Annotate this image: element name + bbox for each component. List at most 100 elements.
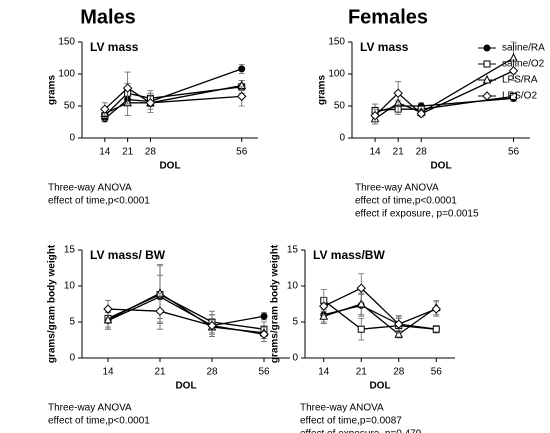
annotation: effect of time,p=0.0087 [300, 416, 402, 427]
marker [259, 329, 269, 339]
x-tick-label: 28 [206, 367, 218, 378]
y-tick-label: 0 [69, 353, 75, 364]
marker [122, 83, 133, 93]
x-tick-label: 28 [393, 367, 405, 378]
panel-title: LV mass/ BW [90, 248, 166, 262]
column-heading: Females [348, 6, 428, 28]
y-tick-label: 0 [292, 353, 298, 364]
marker [394, 319, 404, 329]
legend-marker [482, 74, 492, 84]
annotation: effect of time,p<0.0001 [48, 416, 150, 427]
series-line [375, 95, 514, 112]
y-tick-label: 100 [328, 69, 345, 80]
x-tick-label: 21 [356, 367, 368, 378]
series-line [107, 308, 265, 335]
series-line [323, 287, 437, 325]
x-tick-label: 56 [258, 367, 270, 378]
marker [416, 108, 426, 119]
annotation: Three-way ANOVA [48, 183, 132, 194]
annotation: effect of time,p<0.0001 [355, 196, 457, 207]
series [100, 71, 247, 116]
series-line [374, 57, 514, 120]
series-line [107, 292, 265, 334]
marker [508, 66, 519, 76]
x-tick-label: 56 [431, 367, 443, 378]
y-tick-label: 0 [339, 133, 345, 144]
marker [319, 301, 329, 311]
legend-marker [483, 44, 491, 52]
y-tick-label: 0 [69, 133, 75, 144]
y-tick-label: 50 [334, 101, 346, 112]
series [103, 292, 269, 342]
y-tick-label: 5 [69, 317, 75, 328]
x-axis-label: DOL [159, 161, 180, 172]
x-axis-label: DOL [175, 381, 196, 392]
x-tick-label: 14 [99, 147, 111, 158]
x-tick-label: 21 [393, 147, 405, 158]
series [101, 64, 246, 123]
marker [155, 306, 165, 316]
annotation: Three-way ANOVA [300, 403, 384, 414]
series [103, 264, 269, 339]
annotation: Three-way ANOVA [355, 183, 439, 194]
y-tick-label: 15 [64, 245, 76, 256]
series-line [104, 68, 242, 120]
x-tick-label: 14 [102, 367, 114, 378]
x-tick-label: 21 [154, 367, 166, 378]
marker [100, 104, 110, 114]
marker [319, 311, 329, 320]
series [100, 80, 247, 118]
x-axis-label: DOL [430, 161, 451, 172]
legend-label: LPS/O2 [502, 91, 537, 102]
y-tick-label: 10 [287, 281, 299, 292]
y-axis-label: grams/gram body weight [270, 244, 281, 363]
series-line [374, 70, 514, 117]
series [319, 273, 441, 334]
annotation: effect of time,p<0.0001 [48, 196, 150, 207]
marker [370, 110, 380, 121]
y-tick-label: 150 [58, 37, 75, 48]
series-line [323, 299, 437, 330]
series [104, 274, 268, 337]
series [370, 41, 518, 125]
panel-title: LV mass [90, 40, 139, 54]
x-tick-label: 14 [370, 147, 382, 158]
marker [238, 65, 246, 73]
annotation: Three-way ANOVA [48, 403, 132, 414]
legend-label: saline/O2 [502, 59, 545, 70]
marker [394, 329, 404, 338]
marker [103, 314, 113, 324]
series-line [323, 303, 437, 336]
x-tick-label: 14 [318, 367, 330, 378]
legend-marker [483, 60, 491, 68]
x-tick-label: 21 [122, 147, 134, 158]
y-axis-label: grams/gram body weight [47, 244, 58, 363]
series-line [104, 84, 242, 115]
marker [356, 283, 366, 293]
marker [356, 298, 366, 308]
marker [145, 98, 156, 108]
series [104, 265, 268, 337]
x-tick-label: 28 [416, 147, 428, 158]
series-line [107, 296, 265, 327]
legend-label: saline/RA [502, 43, 545, 54]
y-tick-label: 5 [292, 317, 298, 328]
x-tick-label: 56 [236, 147, 248, 158]
series [370, 60, 519, 123]
legend-label: LPS/RA [502, 75, 538, 86]
marker [393, 88, 403, 98]
x-tick-label: 28 [145, 147, 157, 158]
marker [431, 304, 441, 314]
y-tick-label: 50 [64, 101, 76, 112]
annotation: effect if exposure, p=0.0015 [355, 209, 479, 220]
x-axis-label: DOL [369, 381, 390, 392]
series-line [104, 87, 242, 110]
marker [103, 304, 113, 314]
y-tick-label: 10 [64, 281, 76, 292]
marker [260, 312, 268, 320]
marker [357, 325, 365, 333]
y-axis-label: grams [317, 75, 328, 105]
series-line [323, 304, 437, 330]
y-tick-label: 150 [328, 37, 345, 48]
marker [207, 320, 217, 331]
